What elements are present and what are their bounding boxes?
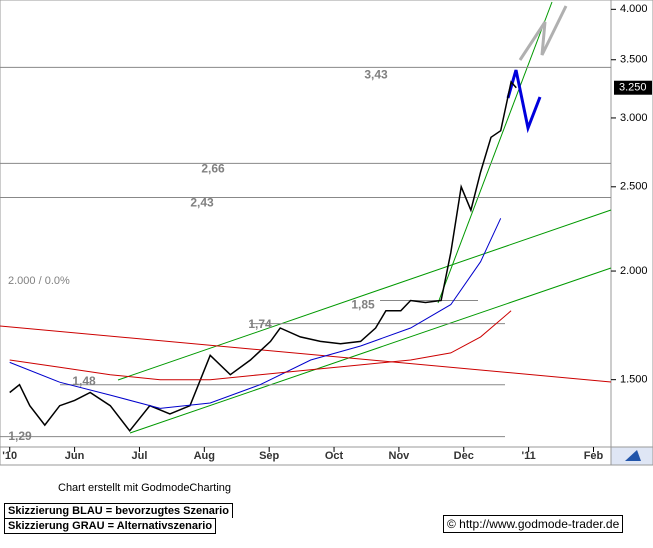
trend-line-steep [437, 1, 553, 304]
x-tick-label: Jun [65, 450, 85, 462]
chart: 1.500 2.000 2.500 3.000 3.500 4.000 '10 Jun Jul A… [0, 0, 653, 466]
legend-blue: Skizzierung BLAU = bevorzugtes Szenario [4, 503, 233, 518]
red-trend-line [0, 325, 612, 383]
y-tick-label: 3.500 [620, 54, 648, 66]
level-label: 2,43 [190, 196, 214, 210]
x-tick-label: Jul [132, 450, 148, 462]
y-tick-label: 3.000 [620, 112, 648, 124]
trend-channel-upper [117, 209, 612, 381]
x-tick-label: Nov [389, 450, 411, 462]
corner-icon [625, 450, 641, 461]
base-label: 2.000 / 0.0% [8, 275, 70, 287]
level-label: 1,74 [248, 317, 272, 331]
level-label: 1,85 [351, 298, 375, 312]
x-tick-label: Oct [325, 450, 344, 462]
y-tick-label: 2.500 [620, 181, 648, 193]
last-price-label: 3.250 [619, 82, 647, 94]
legend-grey: Skizzierung GRAU = Alternativszenario [4, 518, 217, 534]
x-tick-label: Feb [584, 450, 604, 462]
grey-scenario [518, 5, 568, 61]
trend-channel-lower [129, 267, 612, 434]
plot-layer [0, 1, 612, 434]
last-price-box [614, 80, 652, 95]
x-tick-label: Sep [259, 450, 279, 462]
level-label: 3,43 [364, 68, 388, 82]
series-line [9, 80, 517, 433]
x-tick-label: '10 [2, 450, 17, 462]
level-label: 1,48 [72, 374, 96, 388]
y-axis-panel [610, 0, 653, 448]
x-axis-panel [0, 446, 612, 466]
level-label: 2,66 [201, 162, 225, 176]
y-tick-label: 1.500 [620, 374, 648, 386]
y-tick-label: 4.000 [620, 3, 648, 15]
level-label: 1,29 [8, 429, 32, 443]
x-tick-label: Dec [454, 450, 474, 462]
x-tick-label: Aug [194, 450, 215, 462]
series-line [9, 310, 512, 381]
credit: Chart erstellt mit GodmodeCharting [58, 482, 232, 494]
copyright: © http://www.godmode-trader.de [443, 515, 624, 533]
x-tick-label: '11 [522, 450, 536, 462]
y-tick-label: 2.000 [620, 265, 648, 277]
